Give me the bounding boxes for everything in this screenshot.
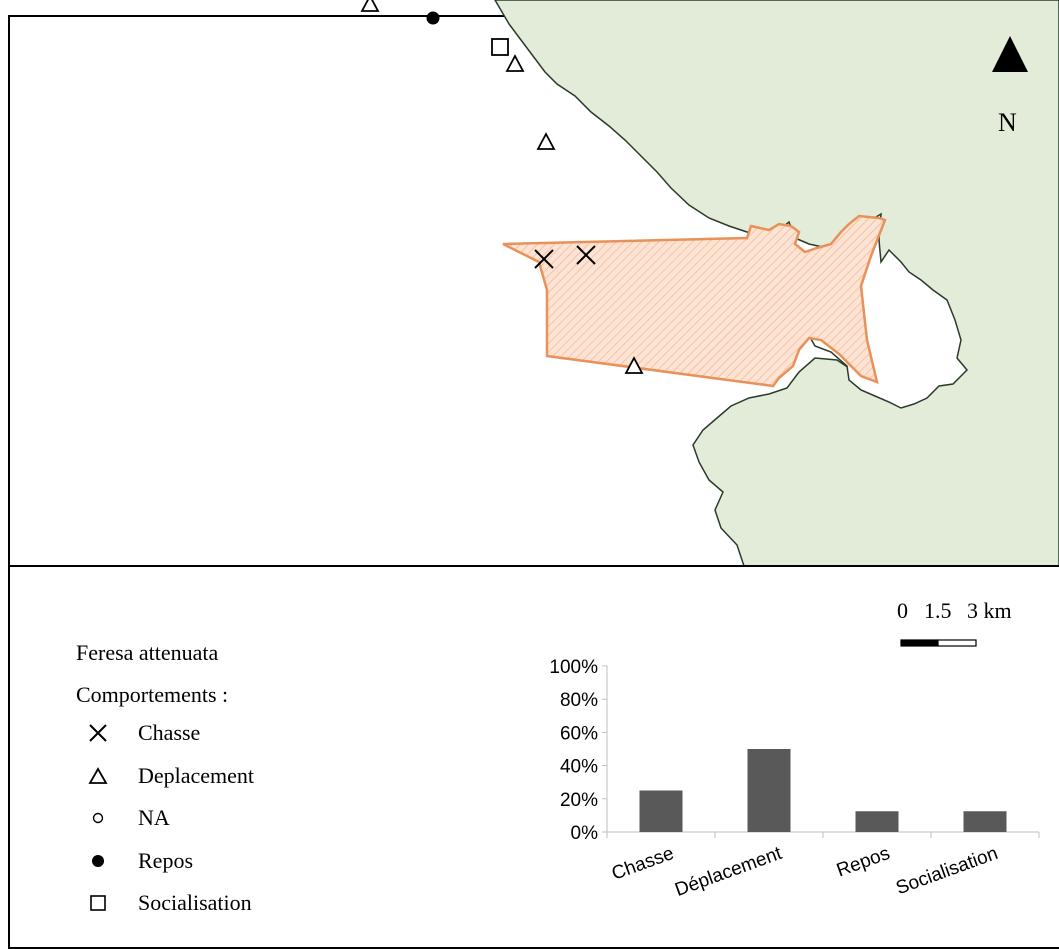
scale-bar: [900, 639, 977, 647]
marker-deplacement[interactable]: [360, 0, 380, 12]
marker-deplacement[interactable]: [624, 356, 644, 374]
x-tick-label: Repos: [834, 843, 893, 882]
legend-label: Repos: [138, 848, 193, 873]
bar-1[interactable]: [747, 749, 791, 832]
study-zone-polygon[interactable]: [502, 214, 887, 388]
marker-layer: [360, 0, 644, 374]
marker-repos[interactable]: [426, 11, 440, 25]
legend-label: Socialisation: [138, 890, 252, 915]
scale-label-0: 0: [897, 598, 908, 623]
north-label: N: [998, 108, 1017, 137]
legend-item-deplacement[interactable]: Deplacement: [80, 761, 254, 791]
map-border: [9, 565, 1059, 567]
north-arrow-icon: [992, 36, 1028, 72]
legend-item-chasse[interactable]: Chasse: [80, 718, 200, 748]
legend-label: NA: [138, 805, 170, 830]
open-circle-icon: [80, 803, 116, 833]
square-icon: [80, 888, 116, 918]
marker-chasse[interactable]: [576, 245, 596, 265]
legend-subtitle: Comportements :: [76, 682, 229, 707]
bar-0[interactable]: [639, 790, 683, 833]
x-tick-label: Socialisation: [893, 843, 1000, 899]
triangle-icon: [80, 761, 116, 791]
y-tick-label: 60%: [560, 723, 598, 744]
bar-3[interactable]: [963, 811, 1007, 832]
scale-label-1: 1.5: [924, 598, 952, 623]
scale-label-2: 3 km: [967, 598, 1012, 623]
marker-deplacement[interactable]: [505, 54, 525, 72]
cross-icon: [80, 718, 116, 748]
y-tick-label: 0%: [571, 823, 599, 844]
x-tick-label: Déplacement: [672, 843, 785, 901]
marker-deplacement[interactable]: [536, 132, 556, 150]
bar-2[interactable]: [855, 811, 899, 832]
legend-label: Chasse: [138, 720, 201, 745]
marker-chasse[interactable]: [534, 249, 554, 269]
x-tick-label: Chasse: [609, 843, 677, 885]
y-tick-label: 80%: [560, 690, 598, 711]
y-tick-label: 40%: [560, 757, 598, 778]
legend-item-socialisation[interactable]: Socialisation: [80, 888, 252, 918]
y-tick-label: 100%: [549, 657, 598, 678]
filled-circle-icon: [80, 846, 116, 876]
legend-item-na[interactable]: NA: [80, 803, 170, 833]
y-tick-label: 20%: [560, 790, 598, 811]
map-panel[interactable]: [9, 0, 1059, 566]
marker-socialisation[interactable]: [491, 38, 509, 56]
legend-item-repos[interactable]: Repos: [80, 846, 193, 876]
legend-title: Feresa attenuata: [76, 640, 219, 665]
legend-label: Deplacement: [138, 763, 255, 788]
